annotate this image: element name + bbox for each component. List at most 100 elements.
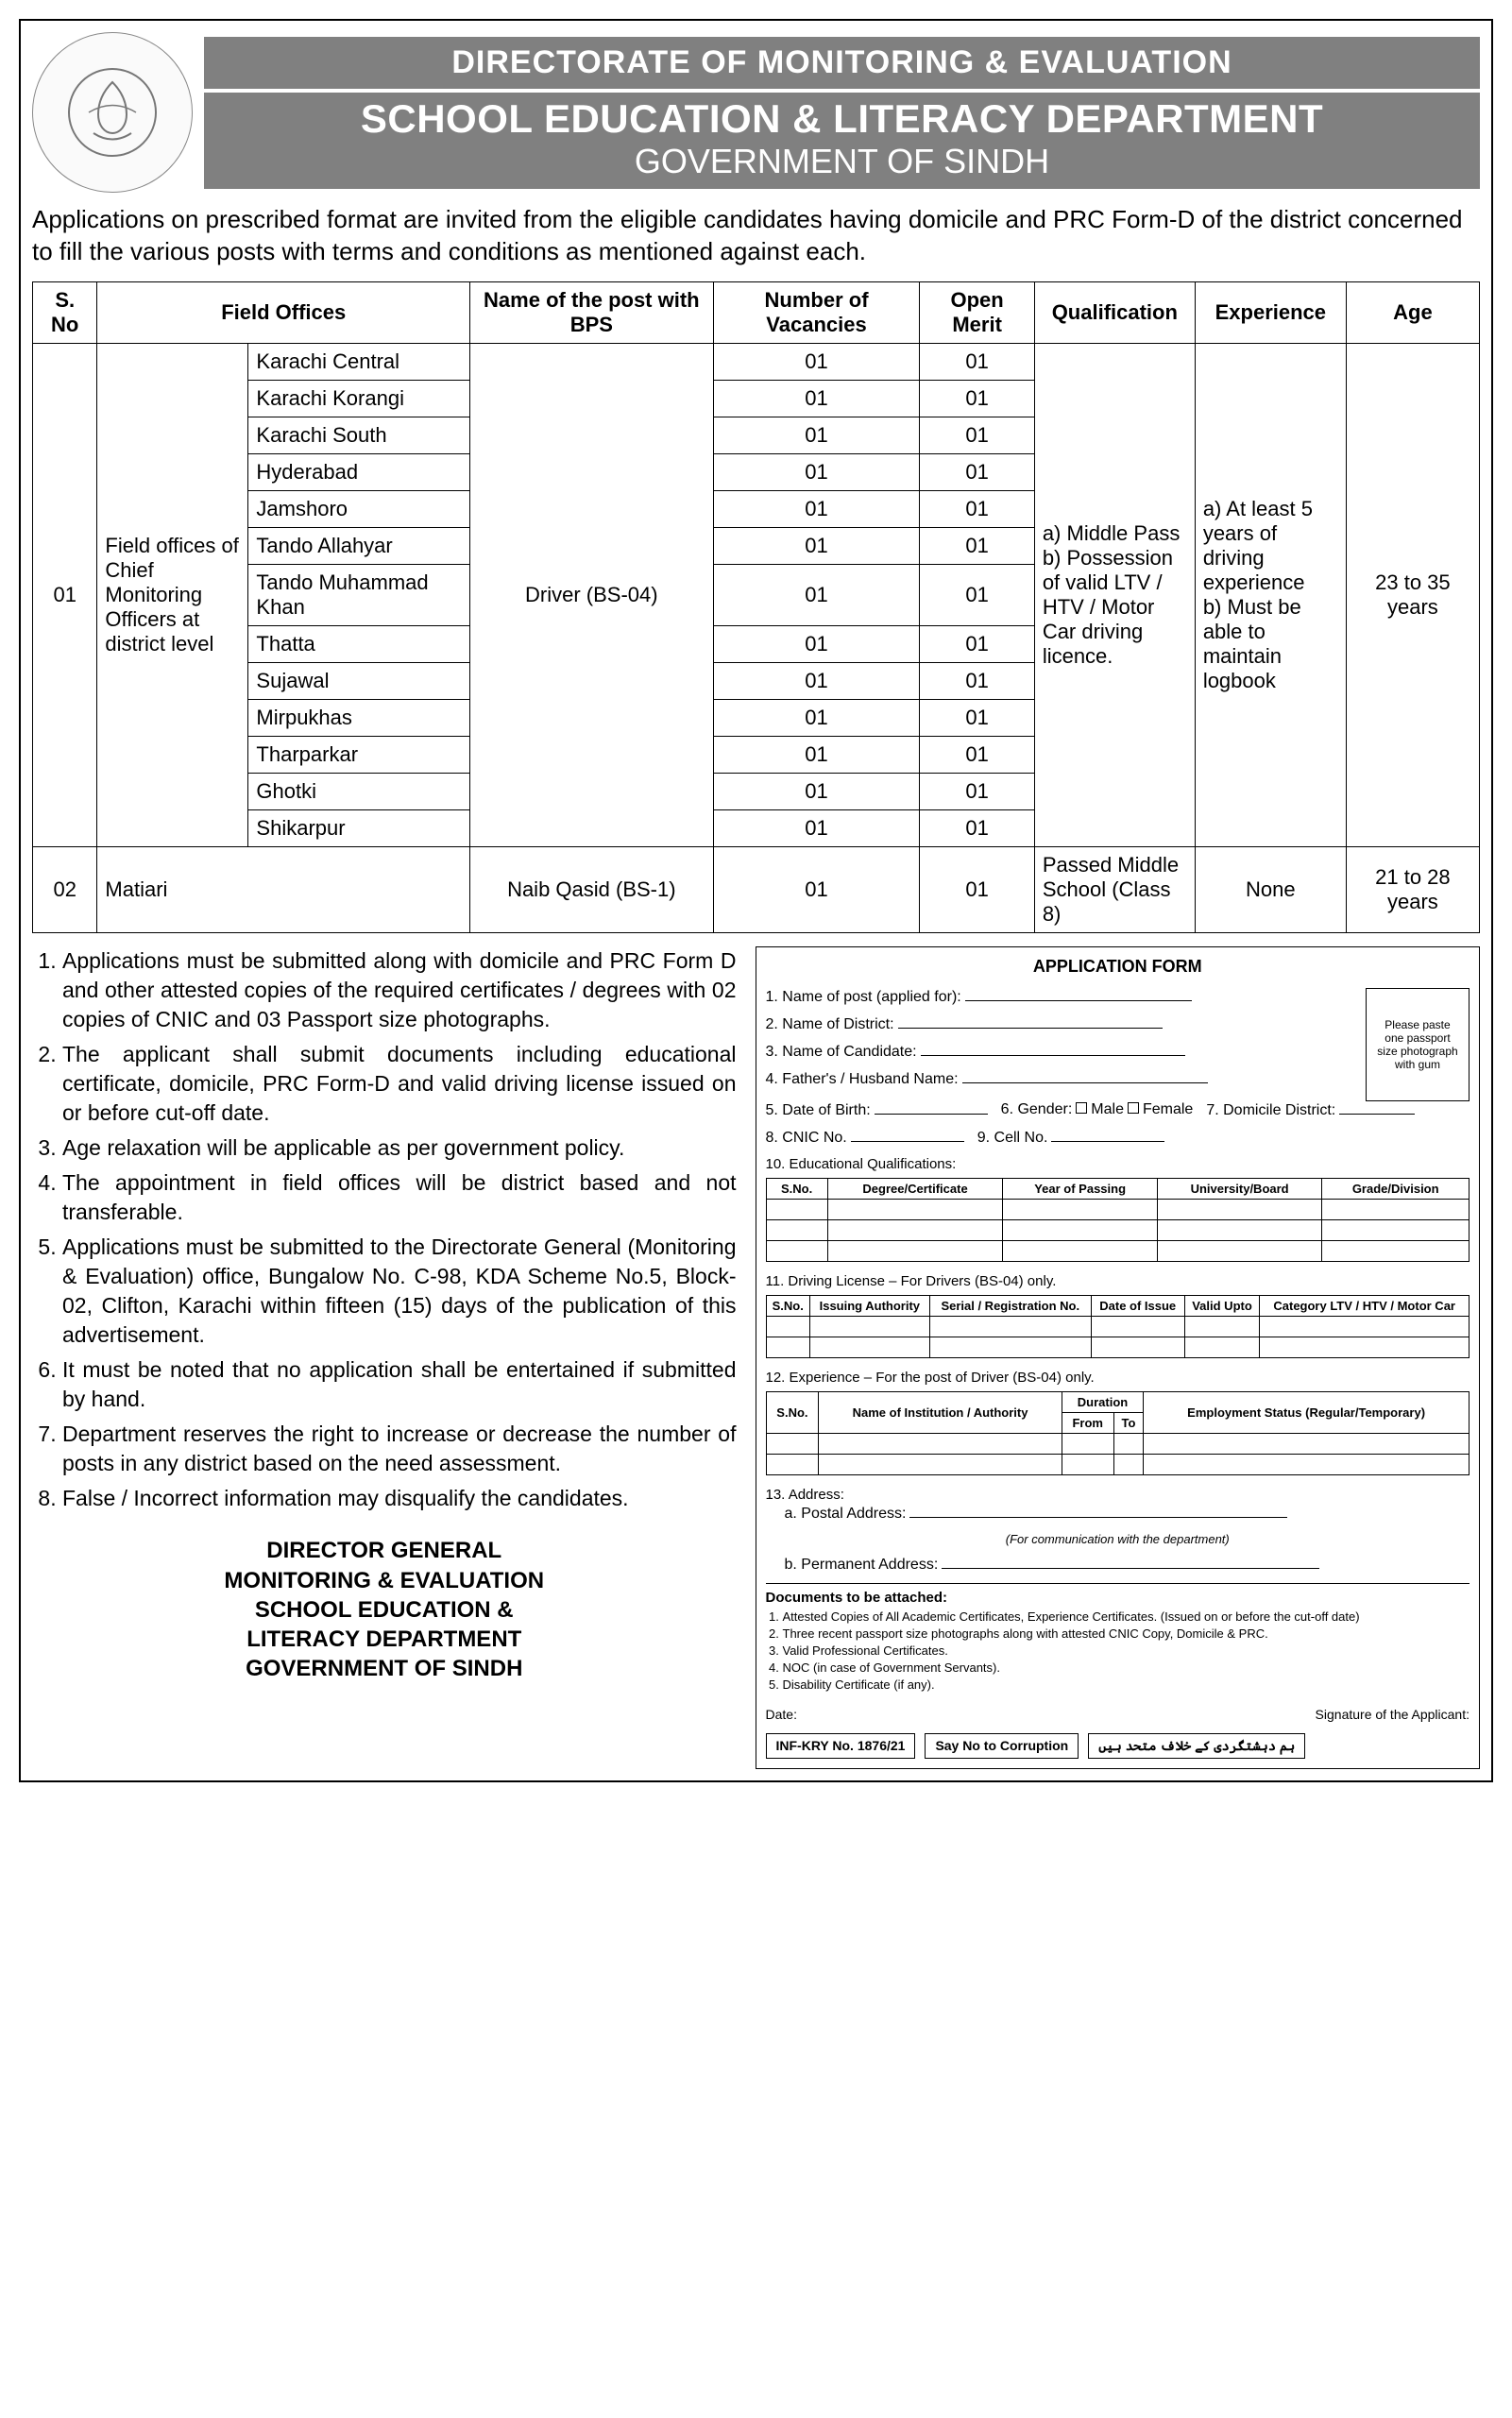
cell-vac: 01 xyxy=(713,417,920,453)
bottom-boxes: INF-KRY No. 1876/21 Say No to Corruption… xyxy=(766,1733,1470,1759)
blank-line xyxy=(1051,1129,1164,1142)
cell-category: Field offices of Chief Monitoring Office… xyxy=(97,343,248,846)
doc-item: NOC (in case of Government Servants). xyxy=(783,1660,1470,1675)
label-cell: 9. Cell No. xyxy=(977,1130,1048,1147)
cell-district: Sujawal xyxy=(248,662,470,699)
experience-table: S.No. Name of Institution / Authority Du… xyxy=(766,1391,1470,1475)
th-post: Name of the post with BPS xyxy=(470,281,714,343)
anti-corruption-note: Say No to Corruption xyxy=(925,1733,1079,1759)
doc-item: Attested Copies of All Academic Certific… xyxy=(783,1609,1470,1624)
cell-district: Thatta xyxy=(248,625,470,662)
app-form-title: APPLICATION FORM xyxy=(766,957,1470,977)
sig-l3: SCHOOL EDUCATION & xyxy=(32,1595,737,1625)
exp-th-sno: S.No. xyxy=(766,1391,819,1433)
cell-post: Driver (BS-04) xyxy=(470,343,714,846)
label-post: 1. Name of post (applied for): xyxy=(766,989,961,1006)
cell-merit: 01 xyxy=(920,662,1034,699)
blank-line xyxy=(921,1043,1185,1056)
blank-line xyxy=(965,988,1192,1001)
label-edu: 10. Educational Qualifications: xyxy=(766,1156,1470,1172)
cell-sno: 02 xyxy=(33,846,97,932)
blank-line xyxy=(898,1015,1163,1029)
checkbox-female[interactable] xyxy=(1128,1102,1139,1114)
label-address: 13. Address: xyxy=(766,1487,1470,1503)
doc-item: Valid Professional Certificates. xyxy=(783,1643,1470,1658)
checkbox-male[interactable] xyxy=(1076,1102,1087,1114)
edu-th: Degree/Certificate xyxy=(827,1178,1003,1199)
cell-district: Tando Muhammad Khan xyxy=(248,564,470,625)
header: DIRECTORATE OF MONITORING & EVALUATION S… xyxy=(32,32,1480,193)
cell-district: Karachi South xyxy=(248,417,470,453)
cell-sno: 01 xyxy=(33,343,97,846)
header-line-3: GOVERNMENT OF SINDH xyxy=(204,142,1480,189)
cell-age: 21 to 28 years xyxy=(1346,846,1479,932)
cell-vac: 01 xyxy=(713,846,920,932)
label-cnic: 8. CNIC No. xyxy=(766,1130,847,1147)
instruction-item: Age relaxation will be applicable as per… xyxy=(62,1133,737,1163)
header-line-2: SCHOOL EDUCATION & LITERACY DEPARTMENT xyxy=(204,93,1480,142)
edu-th: Grade/Division xyxy=(1322,1178,1470,1199)
cell-age: 23 to 35 years xyxy=(1346,343,1479,846)
th-age: Age xyxy=(1346,281,1479,343)
blank-line xyxy=(962,1070,1208,1083)
cell-vac: 01 xyxy=(713,343,920,380)
govt-emblem-logo xyxy=(32,32,193,193)
instruction-item: The appointment in field offices will be… xyxy=(62,1168,737,1227)
label-permanent: b. Permanent Address: xyxy=(785,1557,939,1574)
cell-qual: a) Middle Pass b) Possession of valid LT… xyxy=(1034,343,1195,846)
exp-th-status: Employment Status (Regular/Temporary) xyxy=(1144,1391,1470,1433)
cell-post: Naib Qasid (BS-1) xyxy=(470,846,714,932)
edu-th: Year of Passing xyxy=(1003,1178,1157,1199)
application-form: APPLICATION FORM Please paste one passpo… xyxy=(756,946,1481,1769)
lic-th: Category LTV / HTV / Motor Car xyxy=(1260,1295,1470,1316)
cell-vac: 01 xyxy=(713,625,920,662)
instruction-item: False / Incorrect information may disqua… xyxy=(62,1484,737,1513)
docs-title: Documents to be attached: xyxy=(766,1583,1470,1606)
urdu-note: ہم دہشتگردی کے خلاف متحد ہیں xyxy=(1088,1733,1305,1759)
cell-merit: 01 xyxy=(920,417,1034,453)
label-district: 2. Name of District: xyxy=(766,1016,894,1033)
cell-vac: 01 xyxy=(713,527,920,564)
sig-l4: LITERACY DEPARTMENT xyxy=(32,1625,737,1654)
th-vacancies: Number of Vacancies xyxy=(713,281,920,343)
sig-l2: MONITORING & EVALUATION xyxy=(32,1566,737,1595)
instructions-list: Applications must be submitted along wit… xyxy=(32,946,737,1514)
emblem-icon xyxy=(65,65,160,160)
instruction-item: Department reserves the right to increas… xyxy=(62,1420,737,1478)
cell-vac: 01 xyxy=(713,662,920,699)
label-signature: Signature of the Applicant: xyxy=(1316,1707,1470,1722)
cell-exp: a) At least 5 years of driving experienc… xyxy=(1195,343,1346,846)
blank-line xyxy=(851,1129,964,1142)
label-experience: 12. Experience – For the post of Driver … xyxy=(766,1370,1470,1386)
lic-th: Issuing Authority xyxy=(809,1295,929,1316)
cell-merit: 01 xyxy=(920,343,1034,380)
cell-district: Ghotki xyxy=(248,773,470,809)
lic-th: Date of Issue xyxy=(1091,1295,1184,1316)
instruction-item: Applications must be submitted along wit… xyxy=(62,946,737,1034)
cell-merit: 01 xyxy=(920,380,1034,417)
label-domicile: 7. Domicile District: xyxy=(1206,1102,1335,1119)
cell-district: Tando Allahyar xyxy=(248,527,470,564)
label-date: Date: xyxy=(766,1707,797,1722)
th-merit: Open Merit xyxy=(920,281,1034,343)
cell-district: Hyderabad xyxy=(248,453,470,490)
instructions: Applications must be submitted along wit… xyxy=(32,946,737,1769)
exp-th-from: From xyxy=(1062,1412,1113,1433)
label-license: 11. Driving License – For Drivers (BS-04… xyxy=(766,1273,1470,1289)
blank-line xyxy=(942,1556,1319,1569)
cell-vac: 01 xyxy=(713,736,920,773)
cell-merit: 01 xyxy=(920,490,1034,527)
lower-section: Applications must be submitted along wit… xyxy=(32,946,1480,1769)
photo-box: Please paste one passport size photograp… xyxy=(1366,988,1470,1101)
lic-th: S.No. xyxy=(766,1295,809,1316)
th-experience: Experience xyxy=(1195,281,1346,343)
license-table: S.No.Issuing AuthoritySerial / Registrat… xyxy=(766,1295,1470,1358)
lic-th: Serial / Registration No. xyxy=(929,1295,1091,1316)
th-sno: S. No xyxy=(33,281,97,343)
cell-vac: 01 xyxy=(713,773,920,809)
lic-th: Valid Upto xyxy=(1184,1295,1260,1316)
cell-qual: Passed Middle School (Class 8) xyxy=(1034,846,1195,932)
label-dob: 5. Date of Birth: xyxy=(766,1102,871,1119)
document-container: DIRECTORATE OF MONITORING & EVALUATION S… xyxy=(19,19,1493,1782)
vacancies-table: S. No Field Offices Name of the post wit… xyxy=(32,281,1480,933)
